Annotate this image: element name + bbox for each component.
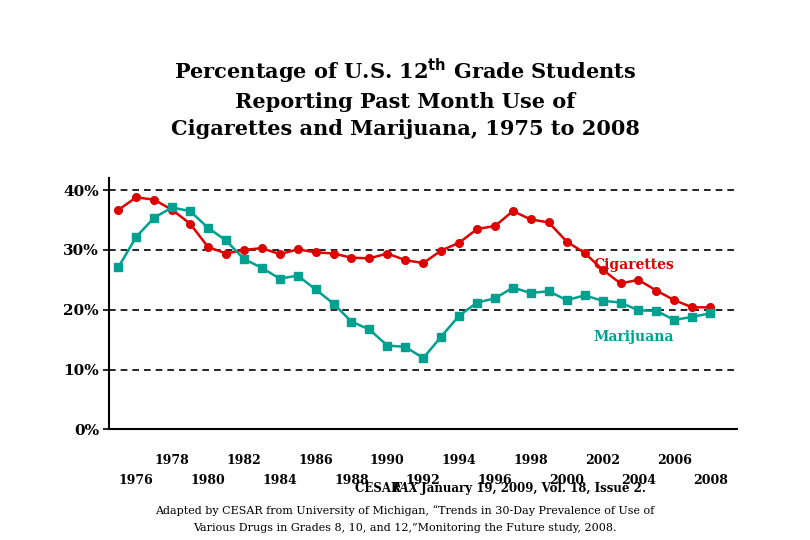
Text: CESAR: CESAR <box>355 482 405 495</box>
Text: 1986: 1986 <box>298 455 333 468</box>
Text: Marijuana: Marijuana <box>594 329 674 343</box>
Text: 1980: 1980 <box>190 474 225 487</box>
Text: 1978: 1978 <box>155 455 190 468</box>
Text: 2004: 2004 <box>621 474 656 487</box>
Text: 2008: 2008 <box>693 474 727 487</box>
Text: 1984: 1984 <box>262 474 297 487</box>
Text: 1996: 1996 <box>478 474 512 487</box>
Text: 1990: 1990 <box>370 455 405 468</box>
Text: 2006: 2006 <box>657 455 692 468</box>
Text: January 19, 2009, Vol. 18, Issue 2.: January 19, 2009, Vol. 18, Issue 2. <box>417 482 646 495</box>
Text: 1988: 1988 <box>335 474 369 487</box>
Text: Cigarettes: Cigarettes <box>594 258 675 272</box>
Text: Adapted by CESAR from University of Michigan, “Trends in 30-Day Prevalence of Us: Adapted by CESAR from University of Mich… <box>156 505 654 516</box>
Text: 1992: 1992 <box>406 474 441 487</box>
Text: 1994: 1994 <box>441 455 476 468</box>
Text: 2002: 2002 <box>585 455 620 468</box>
Text: 1998: 1998 <box>514 455 548 468</box>
Text: 1982: 1982 <box>227 455 262 468</box>
Text: Various Drugs in Grades 8, 10, and 12,”Monitoring the Future study, 2008.: Various Drugs in Grades 8, 10, and 12,”M… <box>194 523 616 533</box>
Text: Percentage of U.S. 12$^{\mathbf{th}}$ Grade Students
Reporting Past Month Use of: Percentage of U.S. 12$^{\mathbf{th}}$ Gr… <box>171 57 639 139</box>
Text: 2000: 2000 <box>549 474 584 487</box>
Text: FAX: FAX <box>392 482 418 495</box>
Text: 1976: 1976 <box>119 474 154 487</box>
